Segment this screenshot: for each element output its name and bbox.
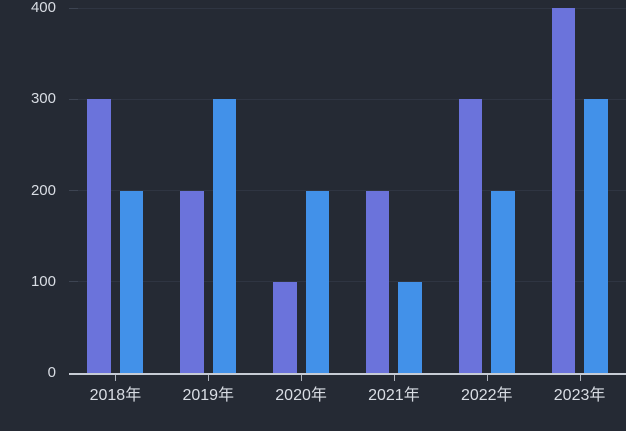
purple-series-bar[interactable] xyxy=(458,99,483,373)
y-axis-tick xyxy=(69,7,78,9)
blue-series-bar[interactable] xyxy=(305,190,330,373)
x-axis-label: 2019年 xyxy=(182,387,235,404)
purple-series-bar[interactable] xyxy=(87,99,111,373)
purple-series-bar[interactable] xyxy=(180,190,204,373)
y-axis-label: 100 xyxy=(30,272,56,290)
x-axis-label: 2023年 xyxy=(553,387,606,404)
purple-series-bar[interactable] xyxy=(551,8,576,373)
blue-series-bar[interactable] xyxy=(491,190,515,373)
blue-series-bar[interactable] xyxy=(212,99,237,373)
purple-series-bar[interactable] xyxy=(365,190,390,373)
y-axis-tick xyxy=(69,281,78,283)
y-axis-label: 300 xyxy=(30,90,56,108)
y-gridline xyxy=(69,98,626,100)
y-gridline xyxy=(69,281,626,283)
y-gridline xyxy=(69,190,626,191)
x-axis-tick xyxy=(208,374,210,381)
y-gridline xyxy=(69,7,626,9)
x-axis-tick xyxy=(301,374,303,381)
y-axis-tick xyxy=(69,98,78,100)
x-axis-tick xyxy=(486,374,488,381)
y-axis-label: 200 xyxy=(30,181,56,199)
y-axis-tick xyxy=(69,190,78,191)
blue-series-bar[interactable] xyxy=(398,281,422,373)
blue-series-bar[interactable] xyxy=(119,190,144,373)
purple-series-bar[interactable] xyxy=(273,281,297,373)
blue-series-bar[interactable] xyxy=(584,99,608,373)
x-axis-line xyxy=(69,373,626,375)
y-axis-label: 0 xyxy=(47,364,56,381)
x-axis-tick xyxy=(115,374,117,381)
x-axis-label: 2022年 xyxy=(460,387,513,404)
y-axis-label: 400 xyxy=(30,0,56,16)
x-axis-label: 2021年 xyxy=(368,387,420,404)
x-axis-tick xyxy=(393,374,395,381)
x-axis-label: 2020年 xyxy=(275,387,327,404)
x-axis-label: 2018年 xyxy=(89,387,142,404)
x-axis-tick xyxy=(579,374,581,381)
